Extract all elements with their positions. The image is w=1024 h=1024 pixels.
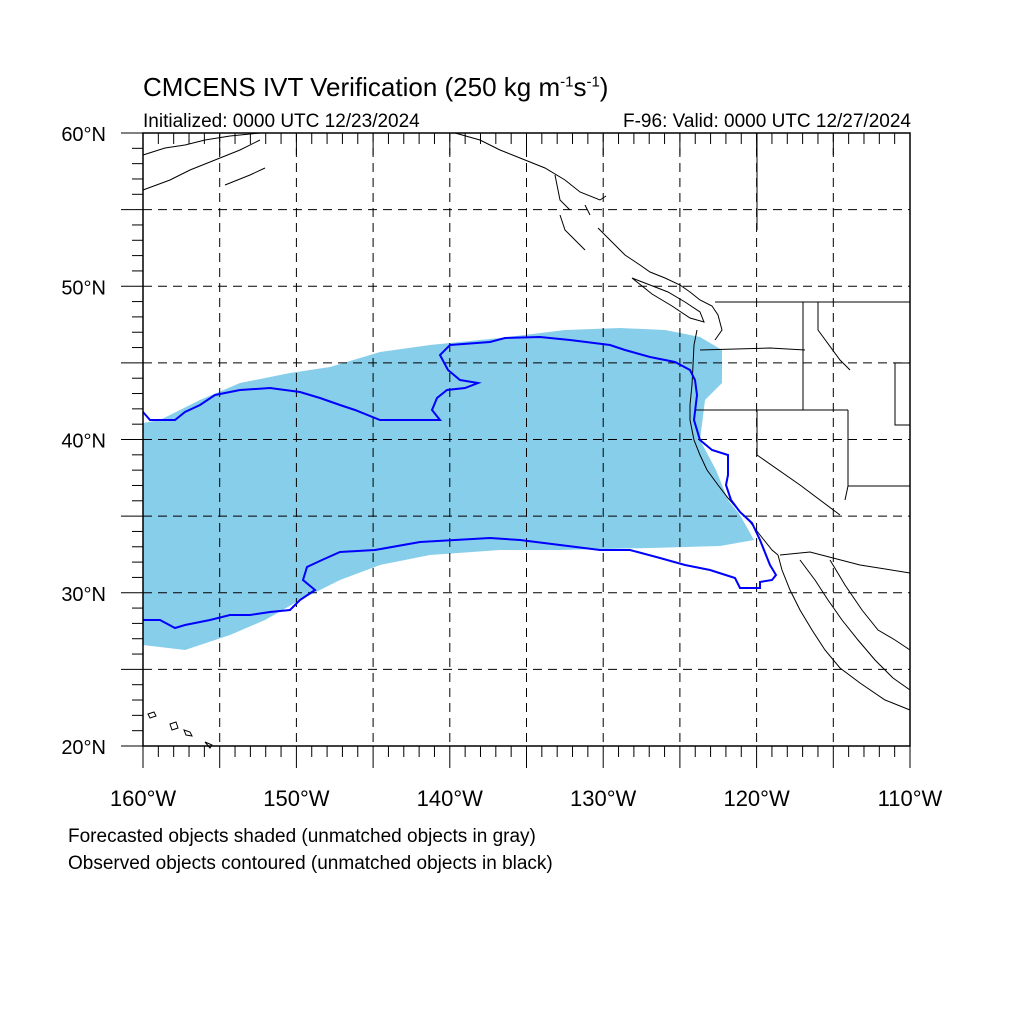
british-columbia-coastline <box>559 214 723 341</box>
alaska-coastline <box>142 132 607 216</box>
longitude-labels: 160°W 150°W 140°W 130°W 120°W 110°W <box>110 786 943 811</box>
lat-label: 50°N <box>61 277 106 299</box>
initialized-time: Initialized: 0000 UTC 12/23/2024 <box>143 111 420 132</box>
washington-oregon-border <box>699 347 806 351</box>
lat-label: 40°N <box>61 431 106 453</box>
forecast-object <box>143 328 754 650</box>
forecast-object-shading <box>143 328 754 650</box>
political-borders <box>695 133 911 574</box>
lon-label: 120°W <box>723 786 790 811</box>
observed-note: Observed objects contoured (unmatched ob… <box>68 853 553 874</box>
us-canada-border <box>715 133 910 303</box>
map-title: CMCENS IVT Verification (250 kg m-1s-1) <box>143 72 609 102</box>
lat-lon-grid <box>143 133 910 746</box>
baja-california <box>777 554 911 711</box>
lon-label: 160°W <box>110 786 177 811</box>
us-mexico-border <box>779 551 911 574</box>
wyoming-border <box>894 362 910 426</box>
lat-label: 30°N <box>61 584 106 606</box>
vancouver-island <box>631 277 705 323</box>
lon-label: 130°W <box>570 786 637 811</box>
utah-arizona-border <box>844 410 910 501</box>
forecast-note: Forecasted objects shaded (unmatched obj… <box>68 826 536 847</box>
lat-label: 60°N <box>61 124 106 146</box>
lon-label: 110°W <box>878 786 943 811</box>
hawaii-islands <box>147 711 213 749</box>
nevada-border <box>756 410 841 516</box>
coastlines <box>142 132 911 749</box>
lat-label: 20°N <box>61 737 106 759</box>
map-frame <box>142 132 911 747</box>
latitude-labels: 60°N 50°N 40°N 30°N 20°N <box>61 124 106 759</box>
lon-label: 140°W <box>417 786 484 811</box>
idaho-border <box>802 302 851 410</box>
observed-object-contour <box>142 335 778 630</box>
axis-ticks <box>121 132 911 768</box>
valid-time: F-96: Valid: 0000 UTC 12/27/2024 <box>623 111 911 132</box>
lon-label: 150°W <box>263 786 330 811</box>
